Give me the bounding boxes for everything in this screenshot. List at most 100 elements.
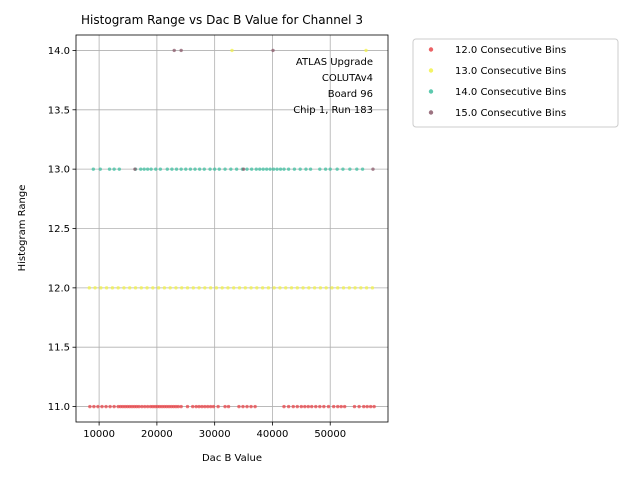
- data-point-series-1: [99, 286, 103, 290]
- data-point-series-0: [299, 404, 304, 409]
- data-point-series-2: [202, 167, 206, 171]
- data-point-series-0: [352, 404, 357, 409]
- data-point-series-1: [174, 286, 178, 290]
- legend-marker: [428, 110, 434, 115]
- data-point-series-0: [216, 404, 220, 409]
- data-point-series-2: [197, 167, 202, 171]
- data-point-series-1: [122, 286, 126, 290]
- x-tick-label: 10000: [83, 429, 115, 440]
- data-point-series-2: [165, 167, 169, 171]
- data-point-series-0: [241, 404, 245, 409]
- data-point-series-2: [271, 167, 276, 171]
- data-point-series-1: [162, 286, 167, 290]
- data-point-series-1: [272, 286, 276, 290]
- x-tick-label: 50000: [314, 429, 346, 440]
- data-point-series-2: [158, 167, 163, 171]
- chart-title: Histogram Range vs Dac B Value for Chann…: [81, 13, 363, 27]
- data-point-series-1: [168, 286, 172, 290]
- data-point-series-0: [282, 404, 286, 409]
- data-point-series-0: [306, 404, 310, 409]
- y-tick-label: 11.5: [48, 343, 70, 354]
- annotation-line: Board 96: [328, 89, 373, 100]
- data-point-series-2: [318, 167, 322, 171]
- data-point-series-0: [237, 404, 241, 409]
- legend-label: 15.0 Consecutive Bins: [455, 108, 566, 119]
- data-point-series-2: [98, 167, 102, 171]
- data-point-series-2: [292, 167, 297, 171]
- data-point-series-2: [208, 167, 212, 171]
- data-point-series-2: [154, 167, 158, 171]
- chart-annotation: ATLAS Upgrade COLUTAv4 Board 96 Chip 1, Run…: [293, 57, 373, 116]
- data-point-extra: [364, 48, 368, 53]
- data-point-series-3: [172, 48, 176, 53]
- data-point-series-0: [286, 404, 291, 409]
- x-tick-label: 40000: [257, 429, 289, 440]
- data-point-series-1: [324, 286, 328, 290]
- data-point-series-1: [151, 286, 155, 290]
- data-point-series-2: [170, 167, 174, 171]
- data-point-series-1: [156, 286, 161, 290]
- data-point-series-0: [176, 404, 180, 409]
- data-point-series-1: [110, 286, 115, 290]
- data-point-series-1: [336, 286, 340, 290]
- data-point-series-2: [335, 167, 339, 171]
- legend-frame: [412, 38, 619, 128]
- data-point-series-2: [117, 167, 122, 171]
- data-point-series-1: [208, 286, 213, 290]
- data-point-series-0: [140, 404, 144, 409]
- data-point-series-2: [223, 167, 227, 171]
- points-layer: [87, 48, 376, 409]
- annotation-line: Chip 1, Run 183: [293, 105, 373, 116]
- data-point-series-2: [212, 167, 217, 171]
- data-point-series-2: [245, 167, 249, 171]
- data-point-series-1: [341, 286, 346, 290]
- data-point-series-1: [128, 286, 132, 290]
- data-point-series-2: [261, 167, 265, 171]
- data-point-series-0: [108, 404, 112, 409]
- data-point-series-0: [200, 404, 204, 409]
- data-point-series-1: [359, 286, 363, 290]
- data-point-series-2: [217, 167, 221, 171]
- data-point-series-0: [100, 404, 104, 409]
- data-point-series-1: [260, 286, 265, 290]
- data-point-series-0: [211, 404, 216, 409]
- data-point-series-2: [229, 167, 233, 171]
- data-point-series-1: [243, 286, 247, 290]
- data-point-series-1: [255, 286, 259, 290]
- data-point-series-2: [254, 167, 258, 171]
- y-tick-label: 13.5: [48, 105, 70, 116]
- x-axis-label: Dac B Value: [202, 453, 262, 464]
- data-point-series-0: [249, 404, 253, 409]
- x-axis-ticks: 10000 20000 30000 40000 50000: [83, 422, 346, 440]
- data-point-series-1: [93, 286, 97, 290]
- data-point-series-1: [312, 286, 317, 290]
- data-point-series-1: [307, 286, 311, 290]
- data-point-series-2: [112, 167, 116, 171]
- data-point-series-1: [232, 286, 236, 290]
- legend-marker: [428, 47, 434, 52]
- data-point-series-1: [347, 286, 351, 290]
- data-point-series-2: [249, 167, 254, 171]
- data-point-series-2: [91, 167, 96, 171]
- data-point-series-3: [241, 167, 246, 171]
- legend-label: 13.0 Consecutive Bins: [455, 66, 566, 77]
- data-point-series-2: [193, 167, 197, 171]
- data-point-series-1: [266, 286, 271, 290]
- data-point-series-0: [310, 404, 314, 409]
- y-axis-label: Histogram Range: [17, 185, 28, 272]
- data-point-series-0: [365, 404, 369, 409]
- annotation-line: COLUTAv4: [322, 73, 373, 84]
- data-point-series-2: [149, 167, 153, 171]
- data-point-series-0: [208, 404, 213, 409]
- data-point-series-0: [145, 404, 150, 409]
- data-point-series-2: [258, 167, 262, 171]
- data-point-series-0: [326, 404, 331, 409]
- legend-label: 14.0 Consecutive Bins: [455, 87, 566, 98]
- data-point-series-2: [179, 167, 183, 171]
- data-point-series-2: [323, 167, 328, 171]
- data-point-series-0: [331, 404, 336, 409]
- data-point-series-0: [342, 404, 347, 409]
- data-point-series-0: [104, 404, 108, 409]
- data-point-series-2: [298, 167, 302, 171]
- data-point-series-3: [271, 48, 275, 53]
